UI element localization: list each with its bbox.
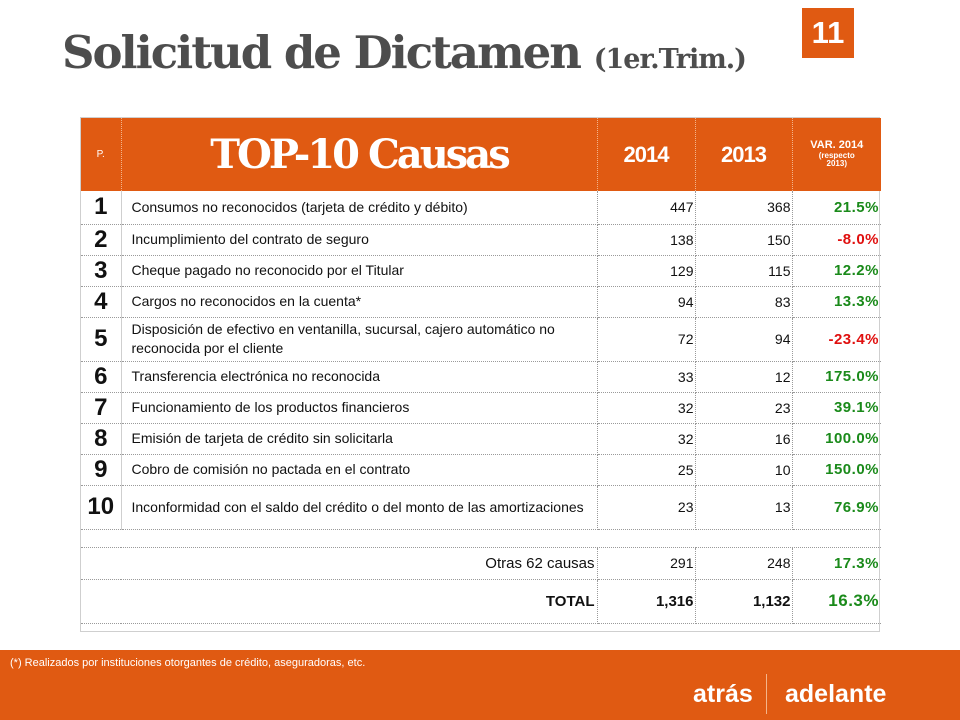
others-2014: 291	[597, 547, 696, 580]
table-row: 4 Cargos no reconocidos en la cuenta* 94 83…	[81, 286, 881, 318]
value-2013-cell: 94	[695, 317, 793, 362]
value-2014-cell: 94	[597, 286, 696, 318]
header-var-line2: (respecto	[818, 150, 855, 160]
cause-cell: Cobro de comisión no pactada en el contr…	[121, 454, 598, 486]
rank-cell: 4	[81, 286, 122, 318]
value-2013-cell: 16	[695, 423, 793, 455]
value-2013-cell: 23	[695, 392, 793, 424]
others-variation: 17.3%	[792, 547, 881, 580]
header-var-line3: 2013)	[826, 159, 847, 169]
spacer-cell	[81, 529, 881, 548]
value-2014-cell: 129	[597, 255, 696, 287]
rank-cell: 7	[81, 392, 122, 424]
cause-cell: Transferencia electrónica no reconocida	[121, 361, 598, 393]
rank-cell: 5	[81, 317, 122, 362]
table-spacer-row	[81, 529, 881, 548]
cause-cell: Incumplimiento del contrato de seguro	[121, 224, 598, 256]
value-2014-cell: 138	[597, 224, 696, 256]
value-2013-cell: 10	[695, 454, 793, 486]
cause-cell: Cheque pagado no reconocido por el Titul…	[121, 255, 598, 287]
variation-cell: 76.9%	[792, 485, 881, 530]
footnote: (*) Realizados por instituciones otorgan…	[10, 657, 366, 669]
variation-cell: 175.0%	[792, 361, 881, 393]
value-2013-cell: 115	[695, 255, 793, 287]
header-var-line1: VAR. 2014	[810, 139, 864, 152]
table-row: 1 Consumos no reconocidos (tarjeta de cré…	[81, 191, 881, 225]
total-2014: 1,316	[597, 579, 696, 624]
cause-cell: Emisión de tarjeta de crédito sin solici…	[121, 423, 598, 455]
rank-cell: 6	[81, 361, 122, 393]
value-2014-cell: 447	[597, 191, 696, 225]
cause-cell: Cargos no reconocidos en la cuenta*	[121, 286, 598, 318]
rank-cell: 3	[81, 255, 122, 287]
others-2013: 248	[695, 547, 793, 580]
footer-bar: (*) Realizados por instituciones otorgan…	[0, 650, 960, 720]
causes-table: P. TOP-10 Causas 2014 2013 VAR. 2014 (res…	[80, 117, 881, 632]
rank-cell: 10	[81, 485, 122, 530]
value-2013-cell: 12	[695, 361, 793, 393]
value-2014-cell: 33	[597, 361, 696, 393]
others-row: Otras 62 causas 291 248 17.3%	[81, 547, 881, 580]
variation-cell: -23.4%	[792, 317, 881, 362]
title-period: (1er.Trim.)	[593, 44, 747, 75]
variation-cell: 12.2%	[792, 255, 881, 287]
total-row: TOTAL 1,316 1,132 16.3%	[81, 579, 881, 624]
value-2014-cell: 72	[597, 317, 696, 362]
header-2013: 2013	[694, 118, 792, 191]
table-row: 9 Cobro de comisión no pactada en el cont…	[81, 454, 881, 486]
rank-cell: 2	[81, 224, 122, 256]
page-title: Solicitud de Dictamen (1er.Trim.)	[62, 30, 747, 75]
variation-cell: -8.0%	[792, 224, 881, 256]
header-2014: 2014	[596, 118, 695, 191]
value-2013-cell: 13	[695, 485, 793, 530]
rank-cell: 1	[81, 191, 122, 225]
next-button[interactable]: adelante	[785, 680, 887, 708]
value-2013-cell: 150	[695, 224, 793, 256]
table-header-row: P. TOP-10 Causas 2014 2013 VAR. 2014 (res…	[81, 118, 881, 191]
value-2013-cell: 83	[695, 286, 793, 318]
variation-cell: 21.5%	[792, 191, 881, 225]
value-2013-cell: 368	[695, 191, 793, 225]
header-variation: VAR. 2014 (respecto 2013)	[791, 118, 881, 191]
variation-cell: 39.1%	[792, 392, 881, 424]
total-2013: 1,132	[695, 579, 793, 624]
rank-cell: 9	[81, 454, 122, 486]
value-2014-cell: 23	[597, 485, 696, 530]
table-body: 1 Consumos no reconocidos (tarjeta de cré…	[81, 191, 881, 530]
title-main: Solicitud de Dictamen	[62, 26, 582, 79]
table-row: 2 Incumplimiento del contrato de seguro 13…	[81, 224, 881, 256]
causes-table-grid: P. TOP-10 Causas 2014 2013 VAR. 2014 (res…	[81, 118, 881, 624]
variation-cell: 100.0%	[792, 423, 881, 455]
rank-cell: 8	[81, 423, 122, 455]
header-p: P.	[81, 118, 121, 191]
nav-divider	[766, 674, 767, 714]
cause-cell: Disposición de efectivo en ventanilla, s…	[121, 317, 598, 362]
total-label: TOTAL	[81, 579, 598, 624]
header-causes: TOP-10 Causas	[120, 118, 597, 191]
total-variation: 16.3%	[792, 579, 881, 624]
table-row: 7 Funcionamiento de los productos financi…	[81, 392, 881, 424]
cause-cell: Inconformidad con el saldo del crédito o…	[121, 485, 598, 530]
page-number-badge: 11	[802, 8, 854, 58]
back-button[interactable]: atrás	[693, 680, 753, 708]
table-row: 6 Transferencia electrónica no reconocida…	[81, 361, 881, 393]
value-2014-cell: 32	[597, 392, 696, 424]
others-label: Otras 62 causas	[81, 547, 598, 580]
table-row: 3 Cheque pagado no reconocido por el Titu…	[81, 255, 881, 287]
table-row: 10 Inconformidad con el saldo del crédito…	[81, 485, 881, 530]
variation-cell: 150.0%	[792, 454, 881, 486]
cause-cell: Consumos no reconocidos (tarjeta de créd…	[121, 191, 598, 225]
table-row: 5 Disposición de efectivo en ventanilla, …	[81, 317, 881, 362]
variation-cell: 13.3%	[792, 286, 881, 318]
cause-cell: Funcionamiento de los productos financie…	[121, 392, 598, 424]
table-row: 8 Emisión de tarjeta de crédito sin solic…	[81, 423, 881, 455]
value-2014-cell: 25	[597, 454, 696, 486]
value-2014-cell: 32	[597, 423, 696, 455]
